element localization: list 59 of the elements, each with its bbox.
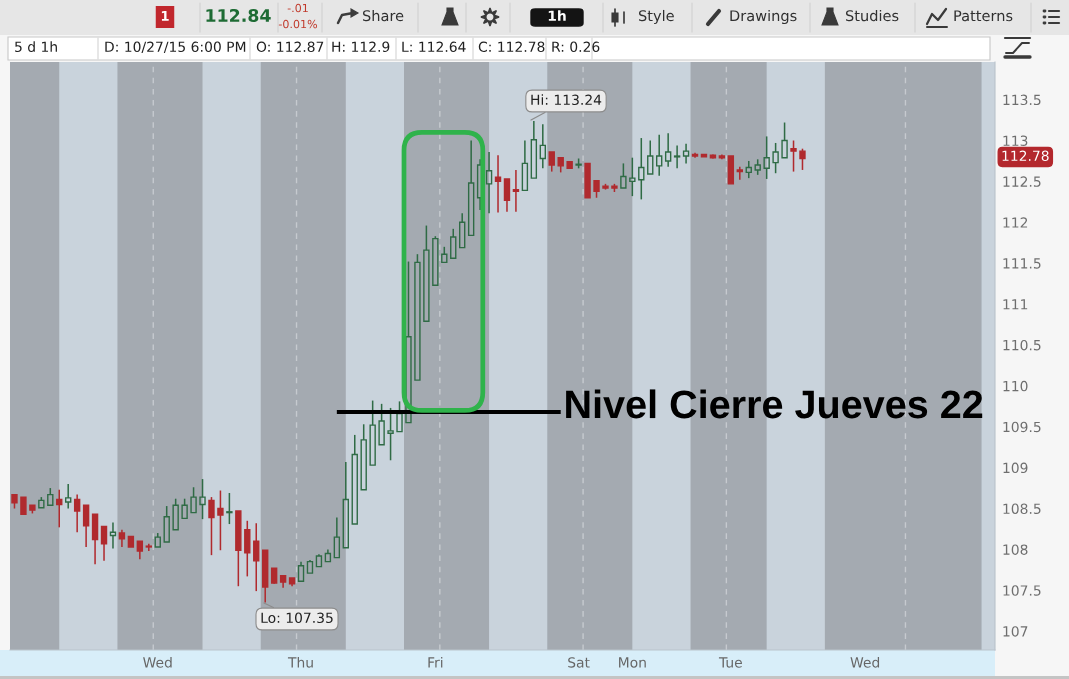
text: H: 112.9 bbox=[332, 41, 390, 53]
candlestick bbox=[691, 152, 699, 159]
text: 112.84 bbox=[206, 8, 271, 23]
annotation: Hi: 113.24 bbox=[531, 94, 602, 106]
x-tick-label: Mon bbox=[619, 657, 646, 668]
candlestick bbox=[73, 493, 81, 534]
text: C: 112.78 bbox=[478, 41, 545, 53]
x-tick-label: Fri bbox=[428, 656, 443, 668]
annotation: Lo: 107.35 bbox=[261, 612, 333, 624]
text: R: 0.26 bbox=[552, 41, 600, 53]
y-tick-label: 110.5 bbox=[1003, 339, 1041, 351]
y-tick-label: 113 bbox=[1003, 135, 1028, 146]
text: 1h bbox=[548, 10, 566, 21]
y-tick-label: 112 bbox=[1003, 217, 1028, 228]
x-tick-label: Sat bbox=[568, 657, 590, 668]
text: Studies bbox=[845, 9, 899, 22]
candlestick bbox=[512, 169, 520, 213]
x-tick-label: Thu bbox=[287, 656, 313, 668]
candlestick bbox=[682, 143, 690, 165]
x-tick-label: Wed bbox=[850, 656, 880, 668]
candlestick bbox=[656, 134, 663, 177]
candlestick bbox=[664, 132, 672, 168]
y-tick-label: 111.5 bbox=[1003, 258, 1041, 269]
y-tick-label: 108 bbox=[1003, 544, 1028, 555]
text: -0.01% bbox=[278, 19, 318, 29]
x-tick-label: Wed bbox=[143, 656, 172, 668]
y-tick-label: 113.5 bbox=[1003, 94, 1041, 106]
candlestick bbox=[56, 488, 63, 529]
y-tick-label: 109.5 bbox=[1003, 421, 1041, 433]
text: Share bbox=[362, 9, 404, 22]
candlestick bbox=[485, 151, 493, 215]
text: 1 bbox=[161, 11, 169, 21]
text: Drawings bbox=[730, 9, 797, 25]
text: L: 112.64 bbox=[402, 41, 466, 53]
text: -.01 bbox=[287, 3, 308, 13]
series-label: Nivel Cierre Jueves 22 bbox=[566, 389, 983, 419]
candlestick bbox=[253, 522, 260, 592]
y-tick-label: 107 bbox=[1003, 626, 1028, 637]
candlestick bbox=[718, 153, 726, 161]
y-tick-label: 107.5 bbox=[1003, 585, 1041, 596]
text: O: 112.87 bbox=[256, 41, 324, 53]
text: 5 d 1h bbox=[15, 41, 57, 53]
y-tick-label: 112.5 bbox=[1003, 176, 1041, 187]
text: Patterns bbox=[954, 10, 1013, 22]
candlestick bbox=[673, 144, 681, 170]
candlestick bbox=[638, 137, 645, 201]
candlestick bbox=[745, 160, 752, 179]
text: Style bbox=[638, 9, 674, 25]
candlestick bbox=[387, 407, 394, 462]
candlestick bbox=[65, 483, 72, 510]
text: 112.78 bbox=[1002, 150, 1049, 162]
text: D: 10/27/15 6:00 PM bbox=[105, 41, 246, 54]
y-tick-label: 110 bbox=[1003, 380, 1028, 392]
candlestick bbox=[494, 154, 502, 214]
y-tick-label: 109 bbox=[1003, 462, 1028, 474]
y-tick-label: 111 bbox=[1003, 299, 1028, 310]
x-tick-label: Tue bbox=[718, 657, 742, 668]
candlestick bbox=[539, 123, 546, 170]
y-tick-label: 108.5 bbox=[1003, 503, 1041, 514]
